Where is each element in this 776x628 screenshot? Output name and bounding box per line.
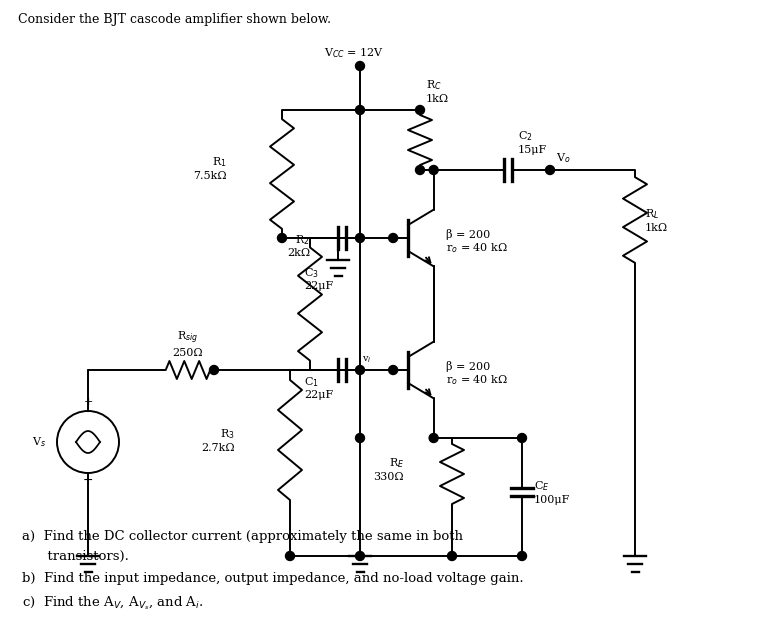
Text: R$_3$
2.7kΩ: R$_3$ 2.7kΩ — [202, 427, 235, 453]
Circle shape — [415, 106, 424, 114]
Text: Consider the BJT cascode amplifier shown below.: Consider the BJT cascode amplifier shown… — [18, 13, 331, 26]
Text: R$_{sig}$
250Ω: R$_{sig}$ 250Ω — [173, 330, 203, 358]
Text: R$_1$
7.5kΩ: R$_1$ 7.5kΩ — [193, 155, 227, 181]
Circle shape — [415, 166, 424, 175]
Circle shape — [429, 433, 438, 443]
Text: β = 200
r$_o$ = 40 kΩ: β = 200 r$_o$ = 40 kΩ — [445, 360, 508, 387]
Text: V$_{CC}$ = 12V: V$_{CC}$ = 12V — [324, 46, 384, 60]
Circle shape — [448, 551, 456, 561]
Circle shape — [429, 166, 438, 175]
Circle shape — [355, 234, 365, 242]
Circle shape — [355, 433, 365, 443]
Circle shape — [389, 365, 397, 374]
Text: C$_E$
100μF: C$_E$ 100μF — [534, 479, 570, 505]
Text: +: + — [83, 397, 92, 407]
Circle shape — [518, 433, 526, 443]
Text: C$_3$
22μF: C$_3$ 22μF — [304, 266, 333, 291]
Circle shape — [389, 234, 397, 242]
Text: R$_C$
1kΩ: R$_C$ 1kΩ — [426, 78, 449, 104]
Text: β = 200
r$_o$ = 40 kΩ: β = 200 r$_o$ = 40 kΩ — [445, 229, 508, 256]
Text: transistors).: transistors). — [22, 550, 129, 563]
Circle shape — [278, 234, 286, 242]
Circle shape — [210, 365, 219, 374]
Circle shape — [286, 551, 295, 561]
Text: v$_i$: v$_i$ — [362, 354, 372, 365]
Text: −: − — [83, 474, 93, 487]
Text: R$_2$
2kΩ: R$_2$ 2kΩ — [287, 233, 310, 258]
Text: b)  Find the input impedance, output impedance, and no-load voltage gain.: b) Find the input impedance, output impe… — [22, 572, 524, 585]
Circle shape — [355, 62, 365, 70]
Text: c)  Find the A$_V$, A$_{V_s}$, and A$_i$.: c) Find the A$_V$, A$_{V_s}$, and A$_i$. — [22, 594, 203, 612]
Circle shape — [355, 551, 365, 561]
Text: C$_1$
22μF: C$_1$ 22μF — [304, 375, 333, 401]
Text: a)  Find the DC collector current (approximately the same in both: a) Find the DC collector current (approx… — [22, 530, 463, 543]
Text: V$_o$: V$_o$ — [556, 151, 570, 165]
Text: R$_E$
330Ω: R$_E$ 330Ω — [373, 457, 404, 482]
Circle shape — [355, 106, 365, 114]
Text: R$_L$
1kΩ: R$_L$ 1kΩ — [645, 207, 668, 233]
Text: C$_2$
15μF: C$_2$ 15μF — [518, 129, 547, 155]
Circle shape — [355, 365, 365, 374]
Circle shape — [546, 166, 555, 175]
Text: V$_s$: V$_s$ — [32, 435, 46, 449]
Circle shape — [518, 551, 526, 561]
